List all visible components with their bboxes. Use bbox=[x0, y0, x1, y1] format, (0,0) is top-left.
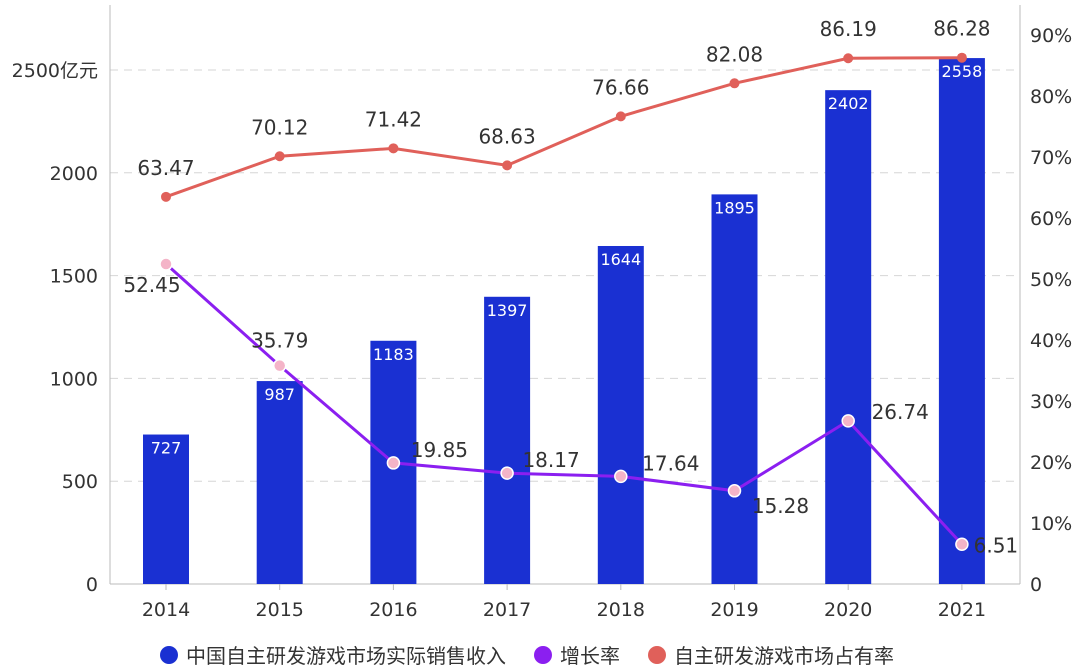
growth-data-label: 6.51 bbox=[974, 533, 1019, 557]
share-data-label: 68.63 bbox=[478, 124, 535, 148]
legend-marker-share bbox=[648, 645, 666, 664]
x-tick-label: 2018 bbox=[597, 599, 645, 621]
bar bbox=[143, 434, 189, 584]
right-tick-label: 0 bbox=[1030, 574, 1042, 596]
share-data-label: 86.19 bbox=[820, 17, 877, 41]
share-point bbox=[615, 111, 626, 122]
share-data-label: 82.08 bbox=[706, 42, 763, 66]
growth-point bbox=[841, 414, 855, 428]
left-tick-label: 1000 bbox=[50, 368, 98, 390]
right-tick-label: 60% bbox=[1030, 208, 1072, 230]
growth-point bbox=[727, 484, 742, 498]
growth-data-label: 19.85 bbox=[411, 438, 468, 462]
x-tick-label: 2021 bbox=[938, 599, 986, 621]
bar bbox=[256, 381, 303, 584]
growth-data-label: 15.28 bbox=[752, 494, 809, 518]
right-tick-label: 10% bbox=[1030, 513, 1072, 535]
left-tick-label: 2500亿元 bbox=[12, 60, 98, 82]
x-tick-label: 2014 bbox=[142, 599, 190, 621]
legend-item-growth[interactable]: 增长率 bbox=[534, 640, 620, 669]
bar-label: 1397 bbox=[487, 301, 528, 320]
x-tick-label: 2015 bbox=[256, 599, 304, 621]
growth-point bbox=[955, 537, 969, 552]
bar-label: 727 bbox=[151, 439, 182, 458]
x-tick-label: 2020 bbox=[824, 599, 872, 621]
growth-data-label: 52.45 bbox=[123, 273, 180, 297]
left-tick-label: 0 bbox=[86, 574, 98, 596]
growth-line bbox=[165, 262, 964, 546]
right-tick-label: 70% bbox=[1030, 147, 1072, 169]
legend-label: 增长率 bbox=[560, 644, 620, 668]
left-tick-label: 1500 bbox=[50, 266, 98, 288]
legend-marker-revenue bbox=[160, 645, 178, 664]
share-point bbox=[388, 143, 399, 154]
x-tick-label: 2016 bbox=[369, 599, 417, 621]
bar bbox=[825, 90, 872, 584]
right-tick-label: 90% bbox=[1030, 25, 1072, 47]
bar-label: 2402 bbox=[828, 94, 869, 113]
share-data-label: 86.28 bbox=[933, 17, 990, 41]
growth-data-label: 18.17 bbox=[522, 448, 579, 472]
share-point bbox=[161, 191, 171, 202]
bar bbox=[711, 194, 758, 584]
bar-label: 1644 bbox=[600, 250, 641, 269]
growth-data-label: 26.74 bbox=[872, 400, 929, 424]
bar-label: 1183 bbox=[373, 345, 414, 364]
bar bbox=[484, 296, 531, 584]
growth-point bbox=[272, 358, 287, 373]
share-data-label: 76.66 bbox=[592, 75, 649, 99]
left-tick-label: 500 bbox=[62, 471, 98, 493]
share-data-label: 70.12 bbox=[251, 115, 308, 139]
bar bbox=[938, 58, 985, 585]
right-tick-label: 20% bbox=[1030, 452, 1072, 474]
share-line bbox=[165, 56, 962, 199]
right-tick-label: 80% bbox=[1030, 86, 1072, 108]
legend-label: 中国自主研发游戏市场实际销售收入 bbox=[186, 644, 506, 668]
legend: 中国自主研发游戏市场实际销售收入 增长率 自主研发游戏市场占有率 bbox=[160, 640, 894, 669]
bar bbox=[597, 245, 644, 585]
growth-point bbox=[386, 456, 401, 470]
bar-label: 1895 bbox=[714, 198, 755, 217]
share-data-label: 63.47 bbox=[137, 156, 194, 180]
bar-label: 2558 bbox=[942, 62, 983, 81]
left-tick-label: 2000 bbox=[50, 163, 98, 185]
x-tick-label: 2017 bbox=[483, 599, 531, 621]
share-point bbox=[502, 160, 513, 171]
share-data-label: 71.42 bbox=[365, 107, 422, 131]
chart: 0 500 1000 1500 2000 2500亿元 0 10% 20% 30% 40% 50% 60… bbox=[12, 5, 1072, 621]
growth-data-label: 35.79 bbox=[251, 329, 308, 353]
right-tick-label: 30% bbox=[1030, 391, 1072, 413]
right-tick-label: 40% bbox=[1030, 330, 1072, 352]
growth-data-label: 17.64 bbox=[642, 451, 699, 475]
growth-point bbox=[500, 466, 514, 480]
growth-point bbox=[614, 469, 628, 484]
legend-marker-growth bbox=[534, 645, 552, 664]
share-point bbox=[956, 52, 967, 63]
legend-item-share[interactable]: 自主研发游戏市场占有率 bbox=[648, 640, 894, 669]
bar-label: 987 bbox=[264, 385, 295, 404]
legend-item-revenue[interactable]: 中国自主研发游戏市场实际销售收入 bbox=[160, 640, 506, 669]
right-tick-label: 50% bbox=[1030, 269, 1072, 291]
share-point bbox=[729, 78, 740, 89]
share-point bbox=[274, 151, 285, 162]
growth-point bbox=[159, 257, 173, 271]
x-tick-label: 2019 bbox=[710, 599, 758, 621]
legend-label: 自主研发游戏市场占有率 bbox=[674, 644, 894, 668]
share-point bbox=[843, 53, 854, 64]
